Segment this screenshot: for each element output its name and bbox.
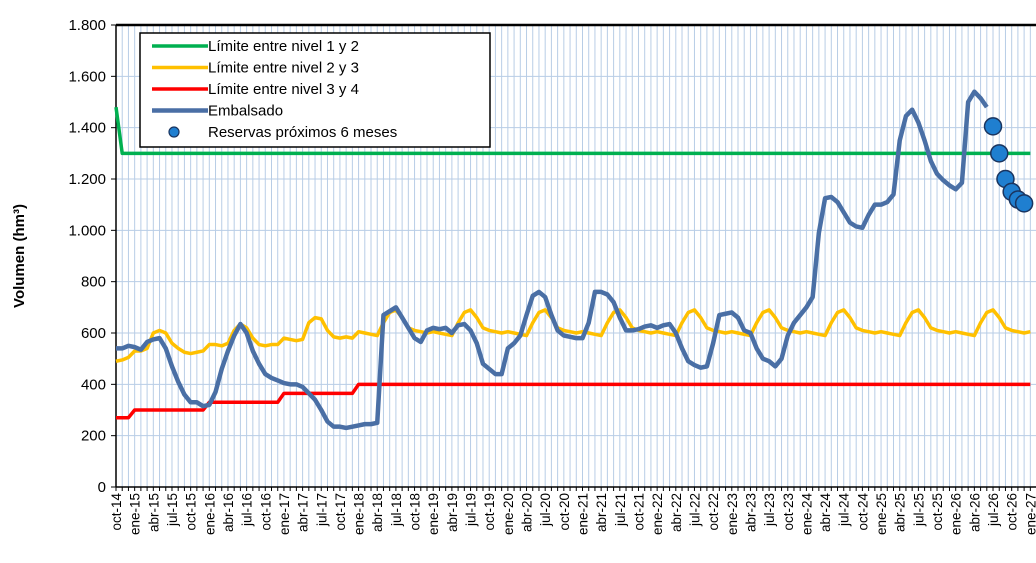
- y-tick-label: 1.200: [68, 171, 106, 188]
- x-tick-label: oct-25: [930, 493, 945, 531]
- x-tick-label: jul-24: [837, 493, 852, 528]
- series-line: [116, 89, 989, 431]
- x-tick-label: jul-21: [613, 493, 628, 527]
- x-tick-label: ene-24: [799, 493, 814, 536]
- series-line: [115, 308, 1031, 363]
- x-tick-label: ene-21: [576, 493, 591, 535]
- x-tick-label: abr-18: [370, 493, 385, 532]
- x-tick-label: jul-26: [986, 493, 1001, 527]
- legend-label: Límite entre nivel 3 y 4: [208, 81, 359, 98]
- x-tick-label: oct-14: [109, 493, 124, 531]
- x-tick-label: jul-16: [240, 493, 255, 527]
- data-point: [1014, 194, 1034, 213]
- x-tick-label: ene-27: [1023, 493, 1036, 535]
- x-tick-label: jul-17: [314, 493, 329, 527]
- y-tick-label: 800: [81, 274, 106, 291]
- y-axis-label: Volumen (hm³): [11, 204, 28, 308]
- x-tick-label: ene-15: [128, 493, 143, 535]
- y-tick-label: 400: [81, 376, 106, 393]
- x-tick-label: abr-15: [146, 493, 161, 532]
- x-tick-label: ene-20: [501, 493, 516, 535]
- x-tick-label: ene-25: [874, 493, 889, 535]
- x-tick-label: ene-16: [202, 493, 217, 535]
- y-tick-label: 1.000: [68, 222, 106, 239]
- data-point: [983, 117, 1003, 136]
- x-tick-label: jul-20: [538, 493, 553, 527]
- series-line: [116, 382, 1031, 420]
- x-tick-label: ene-26: [949, 493, 964, 535]
- legend-label: Reservas próximos 6 meses: [208, 124, 397, 141]
- legend-label: Límite entre nivel 1 y 2: [208, 38, 359, 55]
- x-tick-label: oct-17: [333, 493, 348, 531]
- x-tick-label: oct-18: [408, 493, 423, 531]
- y-tick-label: 200: [81, 428, 106, 445]
- x-tick-label: oct-15: [184, 493, 199, 531]
- y-tick-label: 1.800: [68, 17, 106, 34]
- x-tick-label: oct-22: [706, 493, 721, 531]
- y-tick-label: 600: [81, 325, 106, 342]
- x-tick-label: jul-25: [911, 493, 926, 527]
- x-tick-label: abr-26: [967, 493, 982, 532]
- x-tick-label: abr-23: [743, 493, 758, 532]
- x-tick-label: jul-15: [165, 493, 180, 527]
- x-tick-label: abr-21: [594, 493, 609, 532]
- x-tick-label: oct-24: [855, 493, 870, 531]
- x-tick-label: abr-22: [669, 493, 684, 532]
- x-tick-label: abr-16: [221, 493, 236, 532]
- x-tick-label: abr-20: [520, 493, 535, 532]
- data-point: [989, 144, 1009, 163]
- series-line: [114, 106, 1031, 156]
- legend: Límite entre nivel 1 y 2 Límite entre niv…: [139, 32, 491, 148]
- x-tick-label: oct-21: [631, 493, 646, 531]
- x-tick-label: jul-18: [389, 493, 404, 527]
- x-tick-label: jul-19: [464, 493, 479, 527]
- x-tick-label: jul-23: [762, 493, 777, 527]
- x-tick-label: abr-19: [445, 493, 460, 532]
- x-tick-label: ene-23: [725, 493, 740, 535]
- legend-marker: [168, 126, 180, 138]
- x-tick-label: ene-19: [426, 493, 441, 535]
- legend-label: Embalsado: [208, 103, 283, 120]
- x-tick-label: abr-25: [893, 493, 908, 532]
- x-tick-label: oct-20: [557, 493, 572, 531]
- y-tick-label: 1.400: [68, 120, 106, 137]
- x-tick-label: jul-22: [687, 493, 702, 527]
- x-tick-label: oct-26: [1005, 493, 1020, 531]
- x-tick-label: oct-16: [258, 493, 273, 531]
- x-tick-label: ene-18: [352, 493, 367, 535]
- x-tick-label: oct-19: [482, 493, 497, 531]
- x-tick-label: abr-17: [296, 493, 311, 532]
- x-tick-label: abr-24: [818, 493, 833, 533]
- y-tick-label: 0: [98, 479, 106, 496]
- legend-label: Límite entre nivel 2 y 3: [208, 60, 359, 77]
- x-tick-label: oct-23: [781, 493, 796, 531]
- x-tick-label: ene-17: [277, 493, 292, 535]
- x-tick-label: ene-22: [650, 493, 665, 535]
- y-tick-label: 1.600: [68, 68, 106, 85]
